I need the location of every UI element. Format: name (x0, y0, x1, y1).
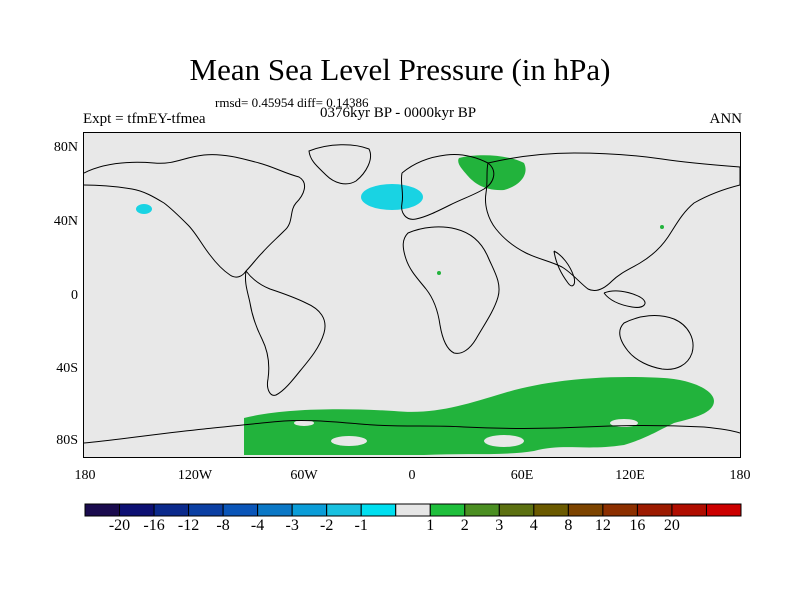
y-tick-label: 40N (53, 214, 78, 229)
antarctica-coast (84, 419, 740, 444)
y-tick-label: 0 (71, 288, 78, 303)
pacific-negative-anomaly (136, 204, 152, 214)
colorbar-tick-label: 20 (663, 517, 680, 534)
colorbar-swatch (602, 503, 638, 517)
colorbar-tick-label: -2 (320, 517, 334, 534)
colorbar-tick-label: 2 (460, 517, 469, 534)
north-atlantic-negative-anomaly (361, 184, 423, 210)
colorbar (84, 503, 742, 517)
colorbar-tick-label: 1 (426, 517, 435, 534)
x-tick-label: 120W (177, 468, 213, 483)
colorbar-swatch (498, 503, 535, 517)
x-tick-label: 60E (510, 468, 534, 483)
x-tick-label: 120E (615, 468, 645, 483)
japan-positive-spot (660, 225, 664, 229)
x-tick-label: 60W (290, 468, 318, 483)
colorbar-swatch (429, 503, 466, 517)
colorbar-tick-label: 16 (629, 517, 646, 534)
colorbar-tick-label: -12 (177, 517, 200, 534)
north-america-coast (84, 154, 306, 278)
colorbar-swatch (567, 503, 604, 517)
colorbar-tick-label: 4 (529, 517, 538, 534)
colorbar-swatch (222, 503, 259, 517)
australia-coast (619, 315, 694, 370)
colorbar-tick-label: -16 (143, 517, 165, 534)
colorbar-tick-label: -20 (108, 517, 131, 534)
colorbar-swatch (464, 503, 500, 517)
india-coast (553, 250, 575, 287)
colorbar-tick-label: -4 (250, 517, 265, 534)
colorbar-swatch (395, 503, 431, 517)
colorbar-tick-label: 8 (564, 517, 573, 534)
antarctic-gaps (294, 419, 638, 447)
south-america-coast (245, 270, 326, 396)
africa-positive-spot (437, 271, 441, 275)
colorbar-swatch (119, 503, 155, 517)
positive-anomaly-regions (244, 155, 714, 455)
period-subtitle: 0376kyr BP - 0000kyr BP (320, 105, 477, 121)
colorbar-swatch (636, 503, 673, 517)
asia-coast (485, 152, 740, 292)
colorbar-tick-label: -3 (285, 517, 299, 534)
stats-subtitle: rmsd= 0.45954 diff= 0.14386 (215, 95, 369, 110)
colorbar-tick-label: -1 (354, 517, 368, 534)
x-tick-label: 180 (74, 468, 96, 483)
map-canvas (84, 144, 740, 455)
greenland-coast (308, 144, 371, 185)
y-tick-label: 80N (53, 140, 78, 155)
coastlines (84, 144, 740, 444)
colorbar-swatch (257, 503, 293, 517)
colorbar-tick-label: -8 (216, 517, 230, 534)
chart-title: Mean Sea Level Pressure (in hPa) (189, 52, 611, 87)
y-tick-label: 80S (56, 433, 78, 448)
x-tick-label: 0 (408, 468, 416, 483)
colorbar-swatch (326, 503, 362, 517)
experiment-label: Expt = tfmEY-tfmea (83, 111, 206, 127)
colorbar-swatch (188, 503, 224, 517)
colorbar-tick-label: 12 (594, 517, 611, 534)
africa-coast (402, 226, 500, 354)
colorbar-swatch (84, 503, 121, 517)
colorbar-swatch (705, 503, 742, 517)
colorbar-swatch (291, 503, 328, 517)
colorbar-swatch (533, 503, 569, 517)
season-label: ANN (709, 111, 743, 127)
colorbar-swatch (360, 503, 397, 517)
world-map (83, 132, 741, 458)
colorbar-swatch (153, 503, 190, 517)
colorbar-swatch (671, 503, 707, 517)
europe-coast (400, 154, 495, 220)
x-tick-label: 180 (729, 468, 751, 483)
y-tick-label: 40S (56, 361, 78, 376)
arctic-positive-anomaly (458, 155, 526, 191)
antarctic-positive-anomaly (244, 376, 714, 455)
maritime-continent-coast (603, 290, 646, 308)
colorbar-tick-label: 3 (495, 517, 504, 534)
negative-anomaly-regions (136, 184, 423, 214)
